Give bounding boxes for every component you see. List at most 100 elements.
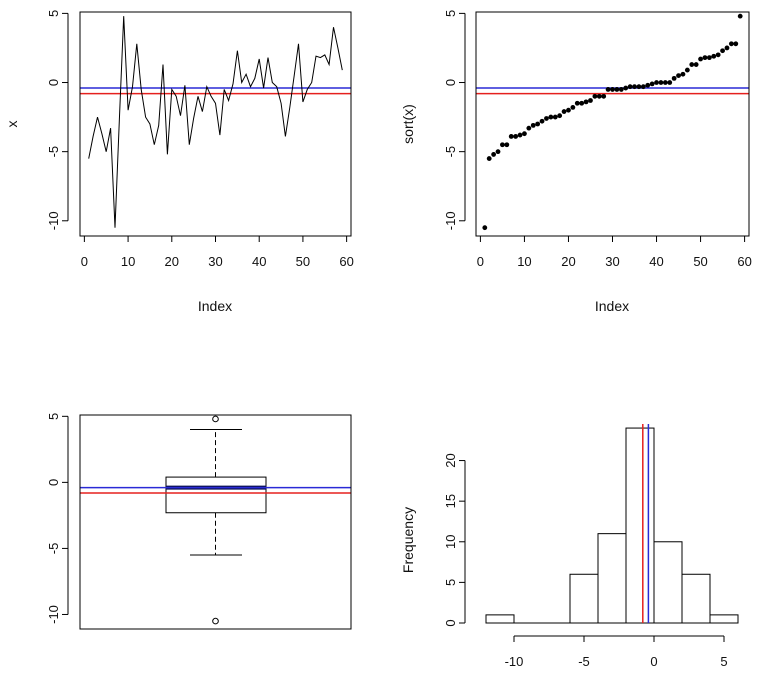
sorted-scatter-point	[667, 80, 673, 85]
histogram-axes: 0 5 10 15 20 -10 -5 0 5	[443, 453, 728, 669]
sorted-scatter-point	[526, 125, 532, 131]
sorted-scatter-point	[623, 85, 629, 91]
sorted-scatter-point	[495, 149, 501, 155]
sorted-scatter-point	[618, 87, 624, 92]
sorted-scatter-y-tick-label: -10	[443, 211, 458, 230]
sorted-scatter-point	[517, 132, 523, 138]
histogram-y-tick-label: 15	[443, 494, 458, 508]
histogram-x-tick-label: -5	[578, 654, 590, 669]
sorted-scatter-y-label: sort(x)	[400, 104, 416, 144]
sorted-scatter-point	[632, 84, 637, 90]
sorted-scatter-point	[640, 84, 646, 90]
sorted-scatter-point	[711, 53, 717, 59]
line-plot-x-tick-label: 50	[296, 254, 310, 269]
sorted-scatter-point	[645, 82, 651, 88]
line-plot-x-tick-label: 30	[208, 254, 222, 269]
histogram-x-tick-label: 5	[720, 654, 727, 669]
histogram-y-tick-label: 20	[443, 453, 458, 467]
histogram-x-tick-label: -10	[505, 654, 524, 669]
line-plot-x-label: Index	[198, 298, 232, 314]
sorted-scatter-point	[702, 55, 708, 61]
sorted-scatter-point	[662, 80, 668, 85]
histogram-marks	[485, 424, 739, 624]
histogram-bar	[653, 541, 683, 624]
sorted-scatter-point	[720, 48, 725, 54]
sorted-scatter-point	[684, 67, 690, 73]
sorted-scatter-point	[486, 156, 492, 161]
sorted-scatter-y-tick-label: 0	[443, 79, 458, 86]
sorted-scatter-point	[583, 99, 589, 105]
sorted-scatter-point	[574, 100, 580, 106]
panel-histogram: 0 5 10 15 20 -10 -5 0 5 Frequency	[400, 424, 739, 669]
sorted-scatter-point	[676, 73, 681, 79]
sorted-scatter-x-tick-label: 20	[561, 254, 575, 269]
sorted-scatter-point	[504, 142, 510, 148]
sorted-scatter-point	[627, 84, 633, 90]
sorted-scatter-point	[513, 134, 519, 139]
box-plot-box	[165, 476, 267, 514]
sorted-scatter-point	[548, 114, 554, 120]
sorted-scatter-point	[698, 56, 703, 62]
sorted-scatter-point	[566, 107, 571, 113]
histogram-bar	[709, 614, 739, 624]
sorted-scatter-x-tick-label: 30	[605, 254, 619, 269]
sorted-scatter-x-tick-label: 40	[649, 254, 663, 269]
histogram-y-tick-label: 10	[443, 535, 458, 549]
box-plot-y-tick-label: -10	[46, 605, 61, 624]
sorted-scatter-point	[610, 87, 615, 92]
sorted-scatter-marks	[476, 13, 749, 231]
sorted-scatter-x-tick-label: 50	[693, 254, 707, 269]
sorted-scatter-point	[654, 80, 659, 85]
box-plot-y-tick-label: -5	[46, 543, 61, 555]
sorted-scatter-point	[588, 98, 593, 103]
sorted-scatter-point	[689, 62, 695, 67]
sorted-scatter-x-label: Index	[595, 298, 629, 314]
sorted-scatter-point	[539, 118, 545, 124]
line-plot-y-tick-label: 0	[46, 79, 61, 86]
sorted-scatter-point	[724, 45, 730, 51]
line-plot-y-label: x	[4, 121, 20, 128]
histogram-x-tick-label: 0	[650, 654, 657, 669]
sorted-scatter-point	[715, 52, 721, 58]
sorted-scatter-point	[596, 93, 602, 99]
box-plot-y-tick-label: 0	[46, 479, 61, 486]
sorted-scatter-point	[522, 131, 527, 137]
box-plot-outlier	[212, 617, 219, 625]
sorted-scatter-point	[605, 87, 611, 92]
histogram-bar	[569, 573, 599, 624]
histogram-y-label: Frequency	[400, 507, 416, 573]
line-plot-x-tick-label: 20	[165, 254, 179, 269]
line-plot-x-tick-label: 40	[252, 254, 266, 269]
sorted-scatter-point	[535, 121, 541, 127]
box-plot-frame	[79, 414, 352, 630]
histogram-bar	[625, 427, 655, 624]
sorted-scatter-point	[649, 81, 655, 87]
sorted-scatter-point	[592, 93, 598, 99]
sorted-scatter-point	[561, 109, 567, 114]
panel-box-plot: -10 -5 0 5	[46, 413, 352, 630]
line-plot-x-tick-label: 60	[339, 254, 353, 269]
sorted-scatter-point	[693, 62, 699, 67]
sorted-scatter-point	[706, 55, 712, 61]
histogram-bar	[681, 573, 711, 624]
sorted-scatter-point	[671, 75, 677, 81]
line-plot-marks	[80, 16, 351, 228]
sorted-scatter-point	[557, 113, 563, 119]
sorted-scatter-point	[737, 13, 743, 19]
sorted-scatter-point	[508, 134, 514, 139]
sorted-scatter-point	[680, 71, 686, 77]
sorted-scatter-point	[491, 152, 497, 157]
line-plot-y-tick-label: -5	[46, 146, 61, 158]
sorted-scatter-x-tick-label: 60	[737, 254, 751, 269]
box-plot-marks	[80, 415, 351, 625]
line-plot-series-line	[88, 16, 343, 228]
histogram-y-tick-label: 5	[443, 579, 458, 586]
sorted-scatter-point	[500, 142, 505, 148]
sorted-scatter-point	[482, 225, 488, 231]
sorted-scatter-point	[636, 84, 642, 90]
sorted-scatter-point	[544, 116, 549, 121]
